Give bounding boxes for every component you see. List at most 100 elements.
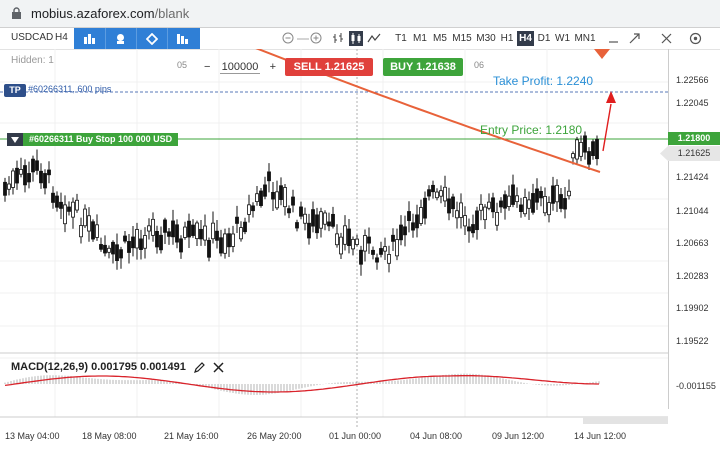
candle-body: [439, 190, 443, 197]
candle-body: [123, 235, 127, 242]
candle-body: [491, 197, 495, 213]
candle-body: [339, 236, 343, 255]
timeframe-m1[interactable]: M1: [413, 33, 427, 44]
candlestick-chart-button[interactable]: [349, 31, 363, 46]
candle-body: [363, 235, 367, 252]
candle-body: [535, 188, 539, 203]
timeframe-h1[interactable]: H1: [500, 33, 514, 44]
candle-body: [451, 196, 455, 210]
timeframe-m15[interactable]: M15: [452, 33, 472, 44]
timeframe-w1[interactable]: W1: [555, 33, 570, 44]
timeframe-m5[interactable]: M5: [433, 33, 447, 44]
candle-body: [295, 222, 299, 229]
candle-body: [135, 229, 139, 249]
quantity-minus-button[interactable]: −: [204, 61, 211, 73]
expand-icon[interactable]: [628, 32, 641, 45]
url-text[interactable]: mobius.azaforex.com/blank: [31, 6, 190, 21]
settings-icon[interactable]: [689, 32, 702, 45]
price-axis[interactable]: [668, 49, 720, 409]
sell-button[interactable]: SELL 1.21625: [285, 58, 373, 76]
candle-body: [3, 181, 7, 196]
zoom-out-icon[interactable]: [282, 32, 294, 44]
candle-body: [207, 239, 211, 258]
indicators-button[interactable]: [105, 28, 137, 49]
candle-body: [411, 222, 415, 231]
candle-body: [251, 205, 255, 212]
candle-body: [435, 191, 439, 199]
candle-body: [359, 249, 363, 265]
period-label[interactable]: H4: [55, 32, 68, 43]
order-marker-icon[interactable]: [594, 49, 610, 59]
candle-body: [431, 184, 435, 193]
close-icon[interactable]: [660, 32, 673, 45]
macd-signal-line: [4, 375, 599, 393]
candle-body: [107, 247, 111, 253]
time-scrollbar[interactable]: [583, 417, 668, 424]
candle-body: [235, 216, 239, 224]
candle-body: [283, 187, 287, 208]
buy-button[interactable]: BUY 1.21638: [383, 58, 463, 76]
candle-body: [335, 233, 339, 246]
quantity-plus-button[interactable]: +: [269, 61, 276, 73]
candle-body: [91, 221, 95, 240]
price-tick-label: 1.20283: [676, 271, 709, 281]
timeframe-m30[interactable]: M30: [476, 33, 496, 44]
order-menu-button[interactable]: [7, 133, 23, 146]
timeframe-mn1[interactable]: MN1: [574, 33, 596, 44]
candle-body: [71, 201, 75, 218]
candle-body: [503, 194, 507, 209]
drawing-button[interactable]: [136, 28, 168, 49]
pending-order-tag[interactable]: #60266311 Buy Stop 100 000 USD: [7, 133, 179, 146]
chart-type-icon: [84, 34, 95, 44]
candle-body: [223, 233, 227, 254]
hidden-objects-label[interactable]: Hidden: 1: [11, 55, 54, 66]
time-tick-label: 13 May 04:00: [5, 431, 60, 441]
lock-icon: [12, 7, 21, 19]
quantity-stepper[interactable]: − 100000 +: [200, 57, 280, 77]
candle-body: [443, 186, 447, 202]
candle-body: [551, 185, 555, 204]
top-date-label: 05: [177, 60, 188, 70]
candle-body: [139, 238, 143, 250]
candle-body: [419, 207, 423, 224]
timeframe-d1[interactable]: D1: [537, 33, 551, 44]
quantity-value[interactable]: 100000: [219, 60, 261, 74]
candle-body: [571, 153, 575, 159]
candle-body: [115, 244, 119, 261]
bar-chart-icon[interactable]: [331, 31, 345, 46]
candle-body: [459, 202, 463, 218]
timeframe-h4[interactable]: H4: [517, 31, 534, 46]
chart-type-button[interactable]: [74, 28, 106, 49]
zoom-in-icon[interactable]: [310, 32, 322, 44]
candle-body: [343, 225, 347, 245]
tp-tag[interactable]: TP: [4, 84, 26, 97]
minimize-icon[interactable]: [607, 32, 620, 45]
candle-body: [227, 233, 231, 248]
candle-body: [179, 238, 183, 253]
price-chart[interactable]: [0, 49, 668, 429]
browser-address-bar[interactable]: mobius.azaforex.com/blank: [0, 0, 720, 28]
candle-body: [291, 196, 295, 206]
candle-body: [483, 206, 487, 221]
close-indicator-icon[interactable]: [213, 361, 224, 373]
candle-body: [475, 210, 479, 231]
line-chart-icon[interactable]: [367, 31, 381, 46]
time-tick-label: 18 May 08:00: [82, 431, 137, 441]
candle-body: [215, 230, 219, 241]
zoom-slider[interactable]: [297, 38, 309, 40]
candle-body: [403, 226, 407, 236]
candle-body: [415, 214, 419, 229]
candle-body: [187, 220, 191, 238]
price-tick-label: 1.19902: [676, 303, 709, 313]
timeframe-t1[interactable]: T1: [395, 33, 407, 44]
candle-body: [583, 135, 587, 153]
templates-button[interactable]: [167, 28, 198, 49]
price-tick-label: 1.21044: [676, 206, 709, 216]
candle-body: [75, 199, 79, 211]
candle-body: [127, 241, 131, 253]
candle-body: [43, 173, 47, 189]
top-date-label: 06: [474, 60, 485, 70]
candle-body: [151, 218, 155, 236]
symbol-label[interactable]: USDCAD: [11, 32, 54, 43]
pencil-icon[interactable]: [193, 361, 205, 373]
